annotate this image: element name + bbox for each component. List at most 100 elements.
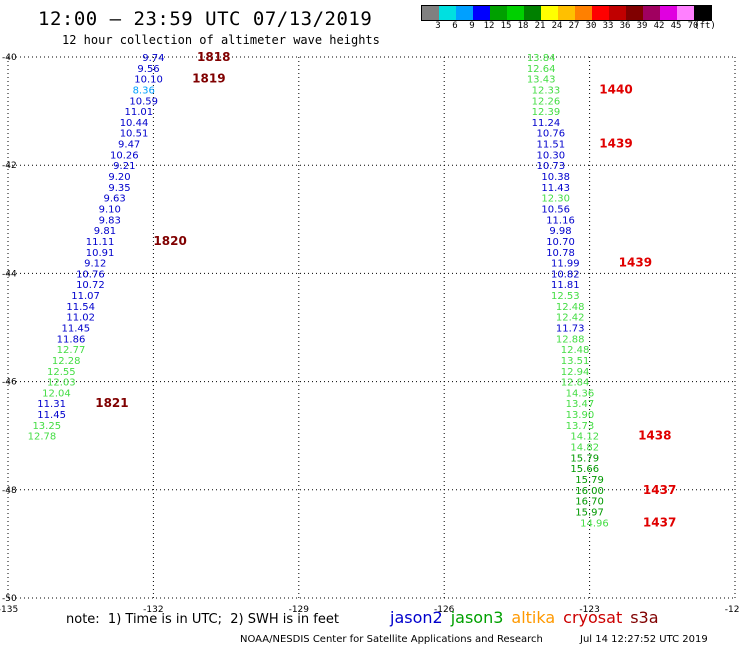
- swh-value: 9.47: [118, 140, 140, 151]
- legend-label: 3: [435, 21, 441, 31]
- swh-value: 12.28: [52, 356, 81, 367]
- swh-value: 12.64: [527, 64, 556, 75]
- lon-tick-label: -135: [0, 605, 18, 615]
- swh-value: 13.84: [527, 53, 556, 64]
- swh-value: 12.48: [556, 302, 585, 313]
- swh-value: 13.51: [561, 356, 590, 367]
- legend-label: 6: [452, 21, 458, 31]
- swh-value: 13.90: [566, 410, 595, 421]
- satellite-tracks: 9.749.5610.108.3610.5911.0110.4410.519.4…: [28, 53, 609, 529]
- lat-tick-label: -40: [2, 53, 17, 63]
- swh-value: 11.07: [71, 291, 100, 302]
- swh-value: 12.39: [532, 107, 561, 118]
- satellite-legend-jason2: jason2: [390, 608, 443, 627]
- swh-value: 12.30: [541, 194, 570, 205]
- swh-value: 11.01: [125, 107, 154, 118]
- legend-label: 45: [670, 21, 682, 31]
- legend-label: 33: [602, 21, 614, 31]
- color-scale-labels: 3 6 9 12 15 18 21 24 27 30 33 36 39 42 45 70 (ft): [421, 21, 740, 33]
- swh-value: 10.26: [110, 150, 139, 161]
- color-scale-legend: [421, 5, 712, 21]
- swh-value: 12.03: [47, 378, 76, 389]
- swh-value: 9.21: [113, 161, 135, 172]
- time-label: 1818: [197, 50, 230, 64]
- swh-value: 10.91: [86, 248, 115, 259]
- swh-value: 11.73: [556, 324, 585, 335]
- swh-value: 9.56: [137, 64, 159, 75]
- axis-tick-labels: -40 -42 -44 -46 -48 -50-135 -132 -129 -126 -123 -1…: [0, 53, 740, 615]
- legend-label: 39: [636, 21, 648, 31]
- generation-timestamp: Jul 14 12:27:52 UTC 2019: [580, 634, 708, 645]
- swh-value: 10.82: [551, 269, 580, 280]
- swh-value: 12.84: [561, 378, 590, 389]
- satellite-legend-cryosat: cryosat: [563, 608, 623, 627]
- lat-tick-label: -50: [2, 594, 17, 604]
- legend-label: (ft): [694, 21, 716, 31]
- time-label: 1820: [153, 234, 186, 248]
- lat-tick-label: -44: [2, 269, 17, 279]
- swh-value: 10.70: [546, 237, 575, 248]
- swh-value: 9.12: [84, 259, 106, 270]
- legend-label: 21: [534, 21, 546, 31]
- swh-value: 16.70: [575, 497, 604, 508]
- swh-value: 9.10: [99, 204, 121, 215]
- time-label: 1439: [619, 256, 652, 270]
- legend-swatch: [490, 6, 507, 20]
- time-labels: 1818 1819 1820 1821 1440 1439 1439 1438 1437 1437: [95, 50, 676, 529]
- swh-value: 10.56: [541, 204, 570, 215]
- time-label: 1437: [643, 483, 676, 497]
- page-subtitle: 12 hour collection of altimeter wave hei…: [62, 33, 380, 47]
- swh-value: 10.44: [120, 118, 149, 129]
- swh-value: 11.31: [37, 399, 66, 410]
- swh-value: 12.55: [47, 367, 76, 378]
- swh-value: 10.76: [537, 129, 566, 140]
- swh-value: 12.53: [551, 291, 580, 302]
- legend-swatch: [422, 6, 439, 20]
- credit-line: NOAA/NESDIS Center for Satellite Applica…: [240, 634, 543, 645]
- lon-tick-label: -120: [725, 605, 740, 615]
- swh-value: 15.97: [575, 507, 604, 518]
- swh-value: 11.45: [62, 324, 91, 335]
- swh-value: 12.48: [561, 345, 590, 356]
- swh-value: 11.86: [57, 334, 86, 345]
- satellite-legend: jason2 jason3 altika cryosat s3a: [390, 608, 667, 627]
- swh-value: 11.54: [66, 302, 95, 313]
- swh-value: 11.99: [551, 259, 580, 270]
- time-label: 1440: [599, 82, 632, 96]
- legend-swatch: [558, 6, 575, 20]
- legend-swatch: [541, 6, 558, 20]
- swh-value: 11.45: [37, 410, 66, 421]
- swh-value: 12.04: [42, 388, 71, 399]
- swh-value: 10.10: [134, 75, 163, 86]
- swh-value: 14.96: [580, 518, 609, 529]
- swh-value: 10.30: [537, 150, 566, 161]
- swh-value: 12.77: [57, 345, 86, 356]
- swh-value: 10.72: [76, 280, 105, 291]
- swh-value: 9.81: [94, 226, 116, 237]
- legend-label: 30: [585, 21, 597, 31]
- legend-swatch: [507, 6, 524, 20]
- legend-label: 27: [568, 21, 580, 31]
- legend-swatch: [626, 6, 643, 20]
- swh-value: 9.63: [103, 194, 125, 205]
- time-label: 1821: [95, 396, 128, 410]
- swh-value: 9.74: [142, 53, 164, 64]
- legend-swatch: [524, 6, 541, 20]
- legend-swatch: [456, 6, 473, 20]
- swh-value: 16.00: [575, 486, 604, 497]
- legend-label: 12: [483, 21, 495, 31]
- legend-swatch: [643, 6, 660, 20]
- swh-value: 10.38: [541, 172, 570, 183]
- swh-value: 11.43: [541, 183, 570, 194]
- swh-value: 9.83: [99, 215, 121, 226]
- swh-value: 8.36: [133, 85, 155, 96]
- lat-tick-label: -46: [2, 378, 17, 388]
- swh-value: 10.78: [546, 248, 575, 259]
- legend-swatch: [677, 6, 694, 20]
- legend-label: 15: [500, 21, 512, 31]
- swh-value: 13.73: [566, 421, 595, 432]
- legend-label: 18: [517, 21, 529, 31]
- swh-value: 14.82: [570, 443, 599, 454]
- swh-value: 12.33: [532, 85, 561, 96]
- time-label: 1437: [643, 515, 676, 529]
